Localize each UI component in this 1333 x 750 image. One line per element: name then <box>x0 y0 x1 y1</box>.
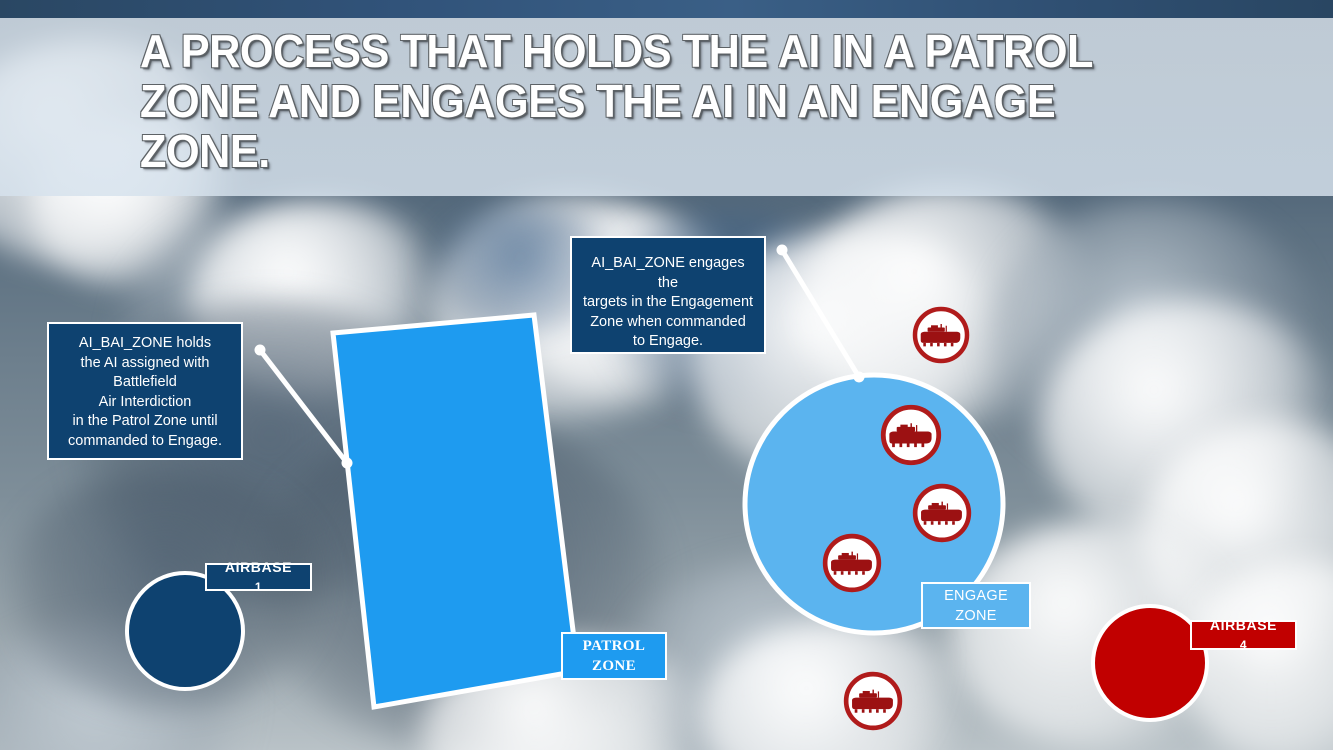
hold-callout: AI_BAI_ZONE holds the AI assigned with B… <box>47 322 243 460</box>
target-vehicle-3[interactable] <box>911 482 973 544</box>
top-accent-strip <box>0 0 1333 18</box>
engage-callout-line-1: AI_BAI_ZONE engages the <box>591 255 745 291</box>
page-title: A PROCESS THAT HOLDS THE AI IN A PATROL … <box>140 25 1093 177</box>
airbase4-shape[interactable] <box>1091 604 1209 722</box>
airbase1-label[interactable]: AIRBASE 1 <box>205 559 312 594</box>
title-band <box>0 18 1333 196</box>
armored-vehicle-icon <box>822 533 882 593</box>
engage-zone-label[interactable]: ENGAGE ZONE <box>921 582 1031 629</box>
airbase1-label-text: AIRBASE <box>224 559 293 575</box>
engage-leader-line <box>776 244 865 383</box>
title-band-overlay <box>0 18 1333 196</box>
airbase1-label-number: 1 <box>254 580 263 594</box>
patrol-zone-label[interactable]: PATROL ZONE <box>561 632 667 680</box>
armored-vehicle-icon <box>880 404 942 466</box>
airbase4-label-text: AIRBASE <box>1209 617 1278 633</box>
engage-callout-line-4: to Engage. <box>632 333 704 349</box>
hold-callout-line-2: the AI assigned with <box>80 354 210 371</box>
armored-vehicle-icon <box>912 306 970 364</box>
patrol-zone-label-line-1: PATROL <box>582 638 646 654</box>
armored-vehicle-icon <box>843 671 903 731</box>
target-vehicle-5[interactable] <box>842 670 904 732</box>
airbase4-label-number: 4 <box>1239 638 1248 652</box>
engage-callout-line-2: targets in the Engagement <box>582 294 754 310</box>
hold-callout-line-5: in the Patrol Zone until <box>72 413 218 429</box>
engage-callout: AI_BAI_ZONE engages the targets in the E… <box>570 236 766 354</box>
engage-callout-line-3: Zone when commanded <box>590 313 746 330</box>
hold-callout-line-6: commanded to Engage. <box>68 432 222 449</box>
patrol-zone-shape[interactable] <box>330 312 581 710</box>
target-vehicle-4[interactable] <box>821 532 883 594</box>
engage-zone-label-line-2: ZONE <box>955 607 997 624</box>
airbase1-shape[interactable] <box>125 571 245 691</box>
hold-callout-line-1: AI_BAI_ZONE holds <box>78 335 212 351</box>
target-vehicle-1[interactable] <box>911 305 971 365</box>
airbase4-label[interactable]: AIRBASE 4 <box>1190 617 1297 652</box>
hold-callout-line-4: Air Interdiction <box>98 393 192 410</box>
hold-callout-line-3: Battlefield <box>113 374 177 390</box>
engage-zone-label-line-1: ENGAGE <box>944 587 1008 604</box>
target-vehicle-2[interactable] <box>879 403 943 467</box>
patrol-zone-label-line-2: ZONE <box>591 658 637 674</box>
hold-leader-line <box>254 344 353 469</box>
armored-vehicle-icon <box>912 483 972 543</box>
